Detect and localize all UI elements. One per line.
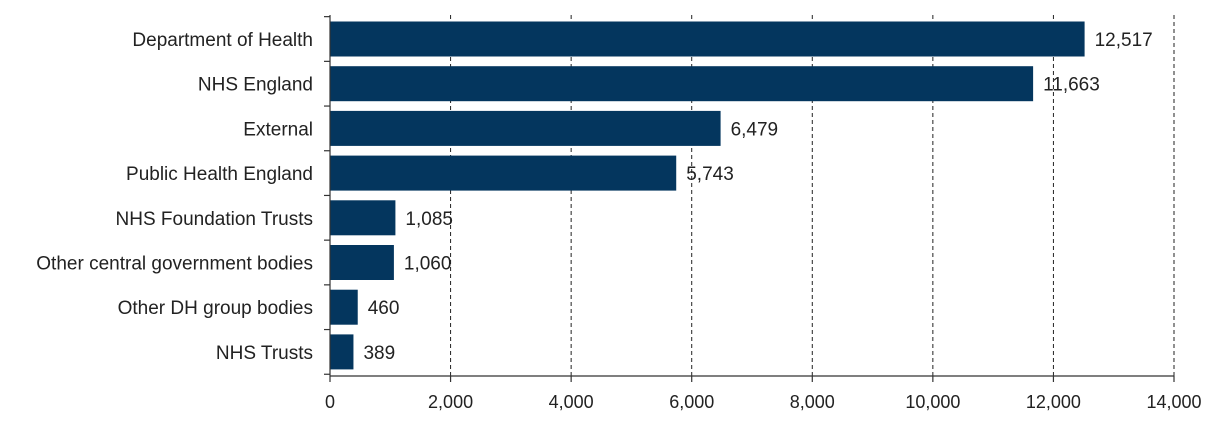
value-label-5: 1,060 <box>404 254 452 275</box>
bar-3 <box>330 155 677 191</box>
x-tick-label-2: 4,000 <box>549 392 594 412</box>
value-label-4: 1,085 <box>405 209 453 230</box>
x-tick-label-1: 2,000 <box>428 392 473 412</box>
x-tick-label-4: 8,000 <box>790 392 835 412</box>
bar-6 <box>330 289 358 325</box>
category-label-5: Other central government bodies <box>36 254 313 275</box>
category-label-4: NHS Foundation Trusts <box>116 209 313 230</box>
value-label-3: 5,743 <box>686 164 734 185</box>
x-tick-label-6: 12,000 <box>1026 392 1081 412</box>
labels: Department of Health 12,517 NHS England 11,… <box>36 30 1201 412</box>
value-label-7: 389 <box>363 343 395 364</box>
x-tick-label-7: 14,000 <box>1146 392 1201 412</box>
bars <box>330 21 1085 370</box>
bar-7 <box>330 334 354 370</box>
value-label-6: 460 <box>368 298 400 319</box>
category-label-1: NHS England <box>198 75 313 96</box>
category-label-6: Other DH group bodies <box>118 298 313 319</box>
value-label-2: 6,479 <box>731 119 779 140</box>
bar-5 <box>330 245 394 280</box>
bar-4 <box>330 200 396 236</box>
x-tick-label-3: 6,000 <box>669 392 714 412</box>
category-label-2: External <box>243 119 313 140</box>
value-label-0: 12,517 <box>1095 30 1153 51</box>
category-label-7: NHS Trusts <box>216 343 313 364</box>
gridlines <box>324 15 1175 376</box>
bar-0 <box>330 21 1085 57</box>
axes <box>329 15 1174 377</box>
x-tick-label-5: 10,000 <box>905 392 960 412</box>
x-tick-label-0: 0 <box>325 392 335 412</box>
bar-1 <box>330 66 1034 102</box>
value-label-1: 11,663 <box>1043 75 1100 96</box>
category-label-0: Department of Health <box>132 30 313 51</box>
category-label-3: Public Health England <box>126 164 313 185</box>
bar-2 <box>330 110 721 146</box>
